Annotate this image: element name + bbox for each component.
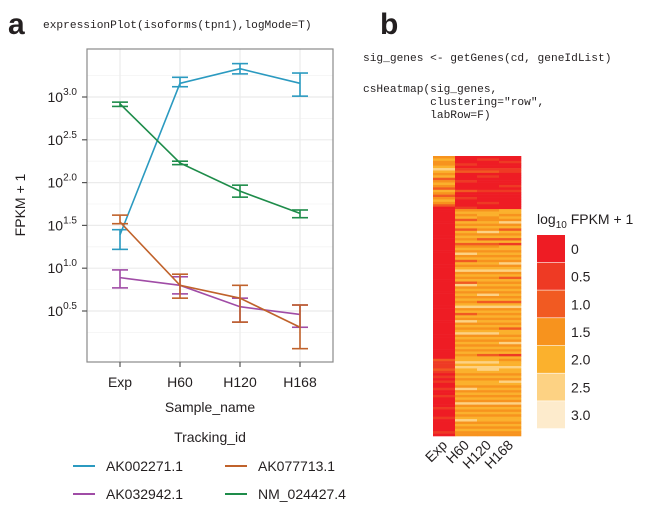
error-bar: [232, 184, 248, 198]
legend-item: AK032942.1: [73, 486, 183, 502]
panel-b-code-line-4: labRow=F): [363, 110, 491, 122]
error-bar: [232, 62, 248, 75]
error-bar: [172, 76, 188, 88]
error-bar: [112, 214, 128, 225]
error-bar: [232, 284, 248, 323]
panel-b-letter: b: [380, 8, 399, 41]
error-bar: [292, 72, 308, 97]
legend-item: AK077713.1: [225, 458, 335, 474]
y-tick-label: 101.5: [48, 215, 78, 233]
error-bar: [292, 304, 308, 350]
legend-label: AK032942.1: [106, 486, 183, 502]
x-tick-label: H60: [167, 374, 193, 390]
legend-title: Tracking_id: [174, 429, 246, 445]
series-AK032942.1: [112, 269, 308, 329]
x-tick-label: H120: [223, 374, 257, 390]
error-bar: [112, 101, 128, 108]
x-tick-label: H168: [283, 374, 317, 390]
x-axis-label: Sample_name: [165, 399, 255, 415]
y-tick-label: 101.0: [48, 258, 78, 276]
error-bar: [292, 209, 308, 219]
series-line: [119, 67, 301, 236]
legend: AK002271.1 AK077713.1 AK032942.1 NM_024427.…: [73, 458, 346, 502]
y-tick-label: 103.0: [48, 87, 78, 105]
x-tick-label: Exp: [108, 374, 132, 390]
plot-panel-border: [86, 48, 334, 363]
legend-label: AK077713.1: [258, 458, 335, 474]
legend-label: NM_024427.4: [258, 486, 346, 502]
legend-item: NM_024427.4: [225, 486, 346, 502]
panel-b-code-line-2: csHeatmap(sig_genes,: [363, 84, 498, 96]
series-line: [119, 221, 301, 328]
series-NM_024427.4: [112, 101, 308, 219]
panel-b-code-line-1: sig_genes <- getGenes(cd, geneIdList): [363, 53, 612, 65]
series-AK077713.1: [112, 214, 308, 350]
y-axis: 103.0 102.5 102.0 101.5 101.0 100.5: [48, 87, 87, 319]
error-bar: [172, 273, 188, 299]
series-AK002271.1: [112, 62, 308, 251]
panel-a-code: expressionPlot(isoforms(tpn1),logMode=T): [43, 20, 312, 32]
legend-label: AK002271.1: [106, 458, 183, 474]
series-layer: [112, 62, 308, 350]
y-tick-label: 102.0: [48, 173, 78, 191]
error-bar: [172, 160, 188, 166]
legend-item: AK002271.1: [73, 458, 183, 474]
error-bar: [112, 269, 128, 289]
y-tick-label: 102.5: [48, 130, 78, 148]
x-axis: Exp H60 H120 H168: [108, 362, 317, 390]
panel-a-letter: a: [8, 8, 25, 41]
series-line: [119, 103, 301, 215]
y-axis-label: FPKM + 1: [12, 173, 28, 236]
panel-b-code-line-3: clustering="row",: [363, 97, 545, 109]
y-tick-label: 100.5: [48, 301, 78, 319]
series-line: [119, 276, 301, 316]
error-bar: [112, 228, 128, 251]
